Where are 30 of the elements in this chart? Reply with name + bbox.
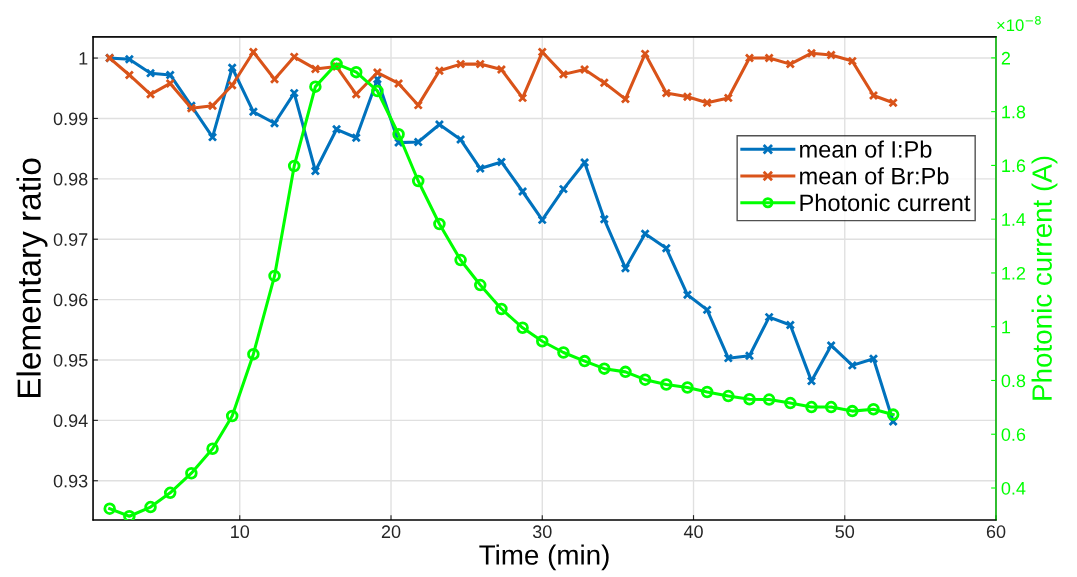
y-tick-label: 0.97: [53, 233, 88, 246]
y-tick-label: 0.95: [53, 353, 88, 367]
x-tick-label: 50: [835, 525, 855, 539]
x-tick-label: 20: [381, 525, 401, 539]
y-axis-title: Elementary ratio: [16, 158, 48, 398]
y-tick-label: 0.99: [53, 112, 88, 126]
y2-tick-label: 1.2: [1002, 266, 1026, 280]
y2-tick-label: 0.6: [1001, 428, 1026, 441]
y2-tick-label: 1.4: [1002, 213, 1026, 226]
y-tick-label: 0.94: [53, 414, 88, 428]
x-tick-label: 60: [986, 525, 1006, 539]
text: ×10$^{−8}$: [997, 15, 1041, 32]
y2-tick-label: 1.8: [1002, 105, 1026, 119]
y2-axis-title: Photonic current (A): [1031, 156, 1058, 400]
y2-tick-label: 0.4: [1001, 481, 1026, 495]
y-tick-label: 0.96: [53, 293, 88, 307]
y2-tick-label: 1: [1002, 320, 1011, 334]
legend-label: mean of I:Pb: [800, 140, 932, 158]
x-tick-label: 30: [532, 525, 552, 539]
y2-tick-label: 1.6: [1002, 159, 1026, 173]
x-tick-label: 40: [683, 525, 703, 539]
legend-label: mean of Br:Pb: [800, 167, 949, 185]
y2-tick-label: 0.8: [1001, 374, 1026, 388]
y-tick-label: 1: [79, 52, 88, 65]
y-tick-label: 0.93: [53, 474, 88, 488]
x-axis-title: Time (min): [479, 544, 609, 571]
x-tick-label: 10: [231, 525, 250, 539]
y2-tick-label: 2: [1001, 51, 1011, 65]
legend-label: Photonic current: [800, 193, 971, 212]
y-tick-label: 0.98: [53, 172, 88, 186]
